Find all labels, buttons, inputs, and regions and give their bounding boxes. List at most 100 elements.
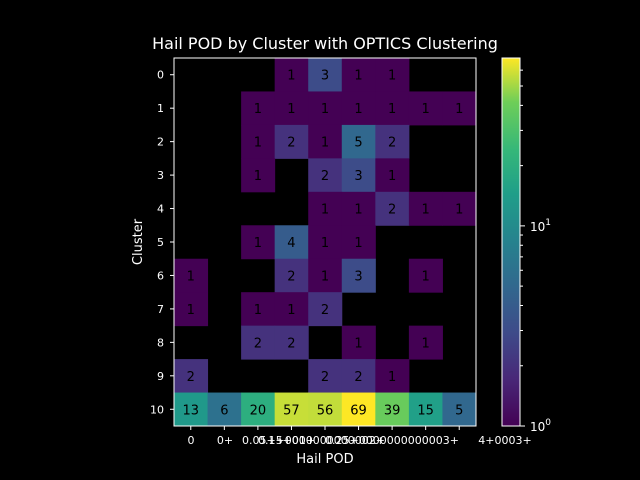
heatmap-cell bbox=[274, 124, 309, 159]
heatmap-cell bbox=[341, 392, 376, 427]
heatmap-cell bbox=[241, 91, 276, 126]
cell-value-label: 2 bbox=[321, 169, 329, 184]
cell-value-label: 1 bbox=[388, 169, 396, 184]
x-tick-label: 0.25+0000000000003+ bbox=[325, 434, 459, 447]
heatmap-cell bbox=[241, 325, 276, 360]
heatmap-cell bbox=[375, 124, 410, 159]
heatmap-cell bbox=[341, 325, 376, 360]
heatmap-cell bbox=[241, 124, 276, 159]
cell-value-label: 1 bbox=[354, 69, 362, 84]
heatmap-cell bbox=[274, 292, 309, 327]
heatmap-cell bbox=[341, 91, 376, 126]
heatmap-cell bbox=[308, 158, 343, 193]
heatmap-cell bbox=[274, 225, 309, 260]
y-tick-label: 2 bbox=[157, 136, 164, 149]
cell-value-label: 5 bbox=[455, 403, 463, 418]
heatmap-cell bbox=[375, 392, 410, 427]
cell-value-label: 1 bbox=[354, 203, 362, 218]
cell-value-label: 1 bbox=[455, 203, 463, 218]
heatmap-cell bbox=[375, 359, 410, 394]
x-tick-label: 0.05+5+01+ bbox=[242, 434, 315, 447]
heatmap-cell bbox=[274, 392, 309, 427]
heatmap-cell bbox=[408, 191, 443, 226]
heatmap-cell bbox=[375, 158, 410, 193]
cell-value-label: 2 bbox=[287, 269, 295, 284]
heatmap-cell bbox=[241, 392, 276, 427]
cell-value-label: 2 bbox=[388, 203, 396, 218]
x-tick-label: 0.1+0000000000002+ bbox=[258, 434, 385, 447]
cell-value-label: 69 bbox=[350, 403, 367, 418]
cell-value-label: 57 bbox=[283, 403, 300, 418]
y-axis-label: Cluster bbox=[131, 218, 146, 265]
heatmap-cell bbox=[174, 258, 209, 293]
cell-value-label: 1 bbox=[422, 203, 430, 218]
cell-value-label: 1 bbox=[287, 102, 295, 117]
cell-value-label: 1 bbox=[422, 269, 430, 284]
colorbar bbox=[501, 57, 521, 427]
heatmap-cell bbox=[274, 58, 309, 92]
cell-value-label: 15 bbox=[417, 403, 434, 418]
heatmap-cell bbox=[341, 58, 376, 92]
colorbar-ticks: 100 101 bbox=[520, 69, 551, 434]
cell-value-label: 1 bbox=[321, 236, 329, 251]
cell-value-label: 1 bbox=[354, 236, 362, 251]
heatmap-cell bbox=[408, 91, 443, 126]
heatmap-cell bbox=[274, 258, 309, 293]
cell-value-label: 1 bbox=[321, 102, 329, 117]
cell-value-label: 1 bbox=[388, 69, 396, 84]
cell-value-label: 2 bbox=[287, 336, 295, 351]
heatmap-cell bbox=[341, 258, 376, 293]
cell-value-label: 1 bbox=[354, 336, 362, 351]
cell-value-label: 20 bbox=[250, 403, 267, 418]
x-axis: 0 0+ 0.05+5+01+0.1+0000000000002+0.25+0000… bbox=[188, 426, 532, 447]
heatmap-cell bbox=[408, 258, 443, 293]
heatmap-cell bbox=[207, 392, 242, 427]
heatmap-cell bbox=[241, 158, 276, 193]
heatmap-cell bbox=[174, 392, 209, 427]
y-tick-label: 1 bbox=[157, 102, 164, 115]
heatmap-cell bbox=[308, 91, 343, 126]
colorbar-tick-label: 100 bbox=[530, 418, 551, 434]
heatmap-cell bbox=[375, 58, 410, 92]
cell-value-label: 1 bbox=[455, 102, 463, 117]
heatmap-cell bbox=[341, 158, 376, 193]
cell-value-label: 6 bbox=[220, 403, 228, 418]
y-tick-label: 3 bbox=[157, 169, 164, 182]
heatmap-cell bbox=[375, 91, 410, 126]
heatmap-cell bbox=[308, 392, 343, 427]
cell-value-label: 1 bbox=[321, 203, 329, 218]
cell-value-label: 39 bbox=[384, 403, 401, 418]
heatmap-cell bbox=[442, 91, 477, 126]
cell-value-label: 1 bbox=[254, 303, 262, 318]
y-tick-label: 8 bbox=[157, 336, 164, 349]
cell-value-label: 1 bbox=[321, 136, 329, 151]
cell-value-label: 3 bbox=[321, 69, 329, 84]
y-tick-label: 9 bbox=[157, 370, 164, 383]
heatmap-cell bbox=[308, 359, 343, 394]
heatmap-cell bbox=[341, 225, 376, 260]
cell-value-label: 1 bbox=[422, 336, 430, 351]
x-tick-label: 0 bbox=[188, 434, 195, 447]
cell-value-label: 2 bbox=[287, 136, 295, 151]
cell-value-label: 1 bbox=[388, 102, 396, 117]
cell-value-label: 1 bbox=[422, 102, 430, 117]
cell-value-label: 2 bbox=[388, 136, 396, 151]
cell-value-label: 5 bbox=[354, 136, 362, 151]
heatmap-cell bbox=[308, 124, 343, 159]
cell-value-label: 1 bbox=[254, 102, 262, 117]
y-tick-label: 10 bbox=[150, 403, 164, 416]
cell-value-label: 1 bbox=[254, 136, 262, 151]
cell-value-label: 1 bbox=[388, 370, 396, 385]
heatmap-cell bbox=[341, 359, 376, 394]
cell-value-label: 3 bbox=[354, 169, 362, 184]
colorbar-tick-label: 101 bbox=[530, 218, 551, 234]
y-tick-label: 0 bbox=[157, 69, 164, 82]
cell-value-label: 1 bbox=[321, 269, 329, 284]
heatmap-cell bbox=[274, 325, 309, 360]
cell-value-label: 1 bbox=[354, 102, 362, 117]
y-tick-label: 7 bbox=[157, 303, 164, 316]
cell-value-label: 1 bbox=[287, 303, 295, 318]
cell-value-label: 1 bbox=[254, 236, 262, 251]
heatmap-cell bbox=[174, 292, 209, 327]
